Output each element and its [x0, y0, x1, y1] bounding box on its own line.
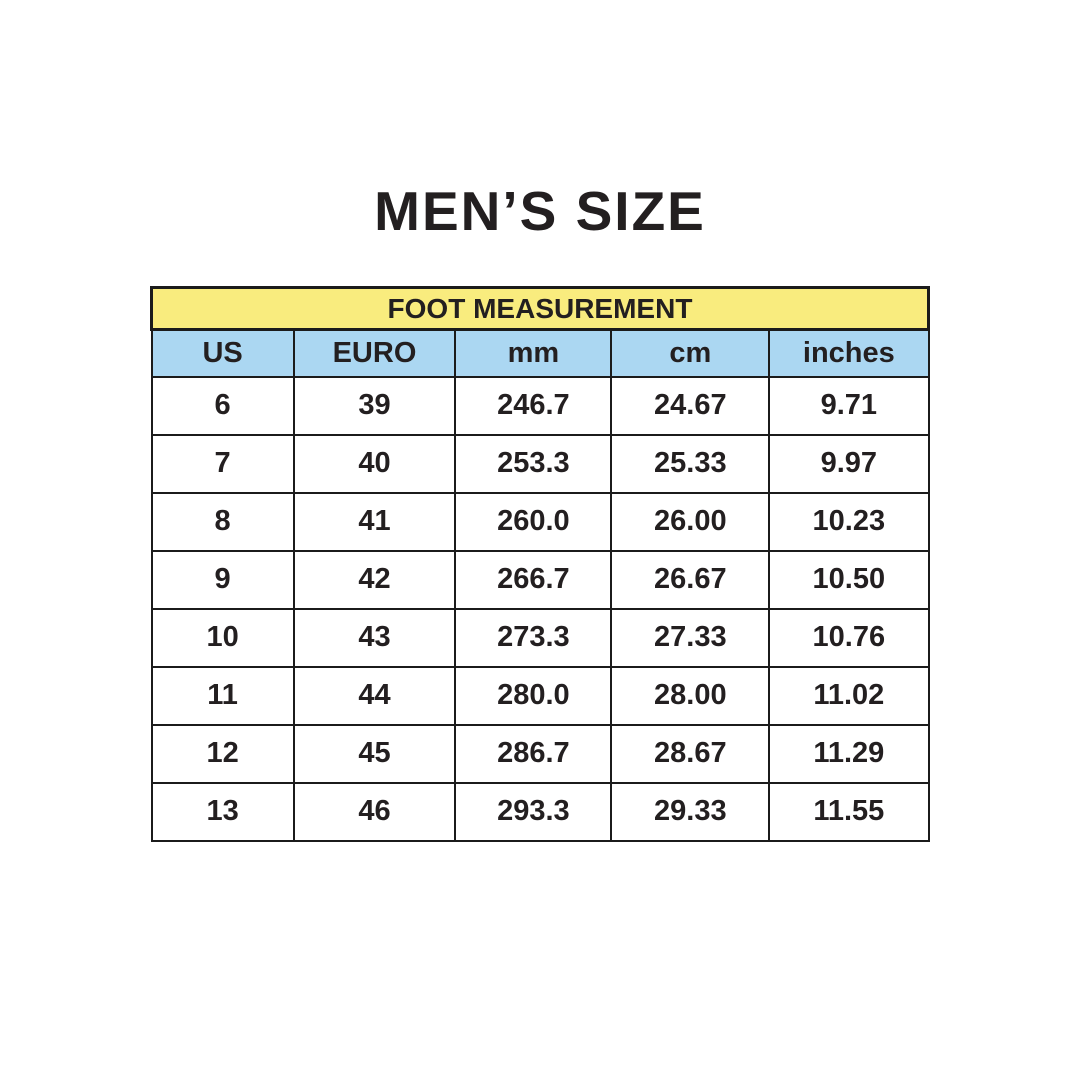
cell-mm: 280.0	[454, 665, 613, 726]
cell-euro: 45	[292, 723, 457, 784]
cell-us: 9	[150, 549, 295, 610]
cell-us: 7	[150, 433, 295, 494]
cell-mm: 273.3	[454, 607, 613, 668]
cell-cm: 26.00	[610, 491, 771, 552]
cell-mm: 266.7	[454, 549, 613, 610]
cell-mm: 260.0	[454, 491, 613, 552]
cell-mm: 293.3	[454, 781, 613, 842]
column-header-row: US EURO mm cm inches	[150, 328, 930, 378]
column-header-mm: mm	[454, 328, 613, 378]
column-header-inches: inches	[768, 328, 930, 378]
page-title: MEN’S SIZE	[374, 180, 706, 242]
cell-euro: 44	[292, 665, 457, 726]
cell-mm: 246.7	[454, 375, 613, 436]
cell-inches: 10.50	[768, 549, 930, 610]
table-row: 12 45 286.7 28.67 11.29	[150, 723, 930, 784]
cell-cm: 27.33	[610, 607, 771, 668]
cell-cm: 28.00	[610, 665, 771, 726]
cell-cm: 29.33	[610, 781, 771, 842]
cell-us: 6	[150, 375, 295, 436]
cell-inches: 9.97	[768, 433, 930, 494]
table-row: 8 41 260.0 26.00 10.23	[150, 491, 930, 552]
cell-euro: 41	[292, 491, 457, 552]
table-row: 13 46 293.3 29.33 11.55	[150, 781, 930, 842]
foot-measurement-table: FOOT MEASUREMENT US EURO mm cm inches 6 39 246…	[150, 286, 930, 842]
cell-cm: 25.33	[610, 433, 771, 494]
table-title: FOOT MEASUREMENT	[150, 286, 930, 332]
cell-cm: 24.67	[610, 375, 771, 436]
cell-cm: 28.67	[610, 723, 771, 784]
cell-euro: 40	[292, 433, 457, 494]
cell-us: 13	[150, 781, 295, 842]
column-header-us: US	[150, 328, 295, 378]
cell-us: 8	[150, 491, 295, 552]
cell-us: 12	[150, 723, 295, 784]
cell-inches: 11.55	[768, 781, 930, 842]
cell-inches: 11.02	[768, 665, 930, 726]
column-header-euro: EURO	[292, 328, 457, 378]
cell-euro: 46	[292, 781, 457, 842]
column-header-cm: cm	[610, 328, 771, 378]
table-row: 10 43 273.3 27.33 10.76	[150, 607, 930, 668]
cell-euro: 42	[292, 549, 457, 610]
cell-euro: 43	[292, 607, 457, 668]
cell-mm: 253.3	[454, 433, 613, 494]
table-title-row: FOOT MEASUREMENT	[150, 286, 930, 332]
cell-inches: 9.71	[768, 375, 930, 436]
cell-inches: 11.29	[768, 723, 930, 784]
cell-us: 10	[150, 607, 295, 668]
cell-inches: 10.23	[768, 491, 930, 552]
table-row: 9 42 266.7 26.67 10.50	[150, 549, 930, 610]
cell-cm: 26.67	[610, 549, 771, 610]
cell-inches: 10.76	[768, 607, 930, 668]
cell-mm: 286.7	[454, 723, 613, 784]
table-row: 11 44 280.0 28.00 11.02	[150, 665, 930, 726]
cell-us: 11	[150, 665, 295, 726]
table-row: 6 39 246.7 24.67 9.71	[150, 375, 930, 436]
table-row: 7 40 253.3 25.33 9.97	[150, 433, 930, 494]
cell-euro: 39	[292, 375, 457, 436]
